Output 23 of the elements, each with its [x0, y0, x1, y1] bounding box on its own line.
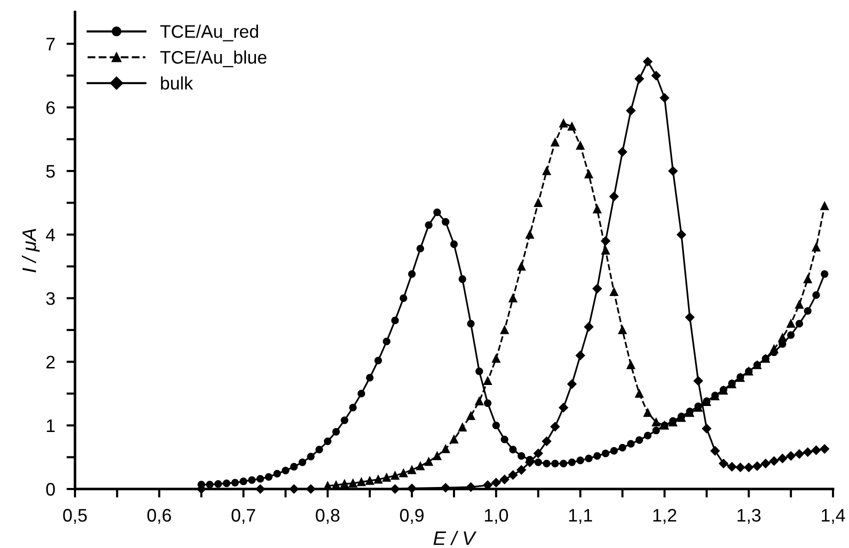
y-tick-label: 2: [46, 356, 55, 368]
y-tick-label: 5: [46, 165, 55, 178]
legend-label: TCE/Au_red: [160, 24, 258, 42]
x-tick-label: 0,8: [316, 508, 340, 524]
y-tick-label: 1: [46, 420, 55, 432]
x-tick-label: 1,3: [738, 508, 761, 524]
y-tick-label: 0: [46, 482, 55, 496]
x-tick-label: 1,4: [822, 509, 846, 524]
y-tick-label: 3: [46, 292, 55, 305]
y-tick-label: 7: [46, 38, 55, 50]
x-tick-label: 1,2: [653, 508, 676, 524]
x-tick-label: 0,7: [232, 508, 256, 524]
y-tick-label: 6: [46, 101, 55, 114]
x-tick-label: 1,0: [484, 508, 508, 524]
y-axis-title: I / μA: [22, 228, 40, 272]
x-tick-label: 0,6: [147, 508, 171, 524]
x-tick-label: 0,5: [63, 508, 87, 524]
legend-label: TCE/Au_blue: [160, 50, 266, 68]
legend-label: bulk: [161, 76, 194, 90]
x-tick-label: 0,9: [400, 508, 424, 524]
x-axis-title: E / V: [434, 530, 477, 546]
y-tick-label: 4: [46, 228, 56, 242]
x-tick-label: 1,1: [569, 509, 592, 524]
